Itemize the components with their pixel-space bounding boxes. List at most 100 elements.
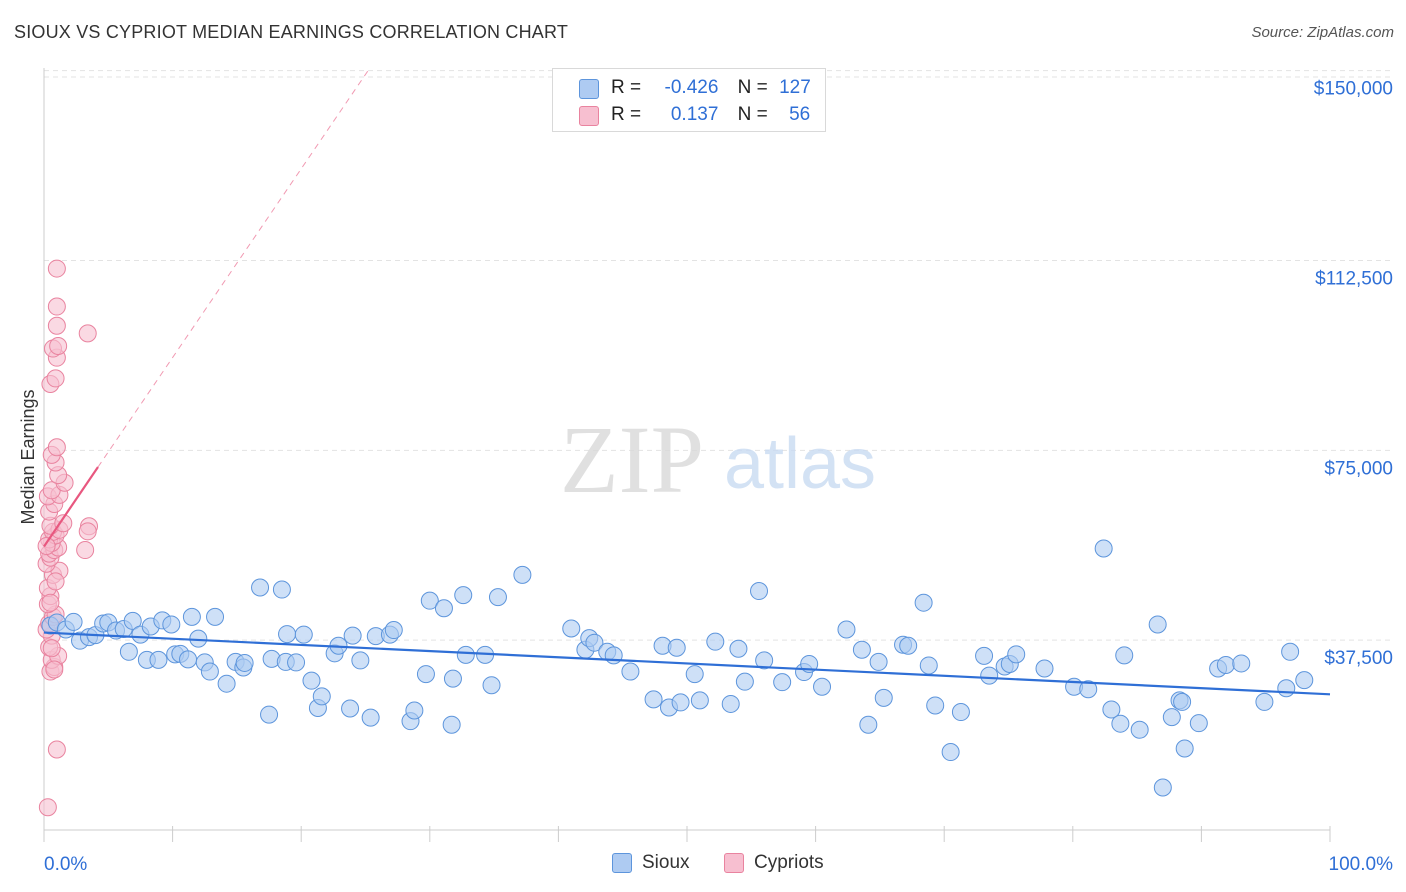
- cypriot-trendline-extension: [97, 70, 369, 468]
- sioux-point: [685, 665, 704, 684]
- sioux-point: [454, 586, 473, 605]
- sioux-point: [1079, 680, 1098, 699]
- cypriot-point: [78, 522, 97, 541]
- sioux-point: [1295, 671, 1314, 690]
- stats-legend: R = -0.426 N = 127 R = 0.137 N = 56: [552, 68, 826, 132]
- sioux-point: [690, 691, 709, 710]
- sioux-trendline: [43, 631, 1331, 696]
- sioux-point: [975, 646, 994, 665]
- cypriot-point: [41, 593, 60, 612]
- sioux-point: [294, 625, 313, 644]
- sioux-point: [513, 565, 532, 584]
- sioux-point: [162, 615, 181, 634]
- y-tick-label: $37,500: [1324, 648, 1393, 669]
- sioux-point: [64, 612, 83, 631]
- sioux-point: [179, 650, 198, 669]
- sioux-point: [1281, 642, 1300, 661]
- sioux-point: [456, 645, 475, 664]
- legend-r-label: R =: [611, 104, 642, 125]
- sioux-point: [706, 632, 725, 651]
- cypriots-swatch: [579, 106, 599, 126]
- sioux-point: [384, 621, 403, 640]
- sioux-point: [420, 591, 439, 610]
- source-label: Source: ZipAtlas.com: [1251, 24, 1394, 41]
- sioux-point: [272, 580, 291, 599]
- sioux-point: [482, 676, 501, 695]
- sioux-point: [1007, 645, 1026, 664]
- sioux-point: [405, 701, 424, 720]
- sioux-point: [667, 638, 686, 657]
- sioux-point: [260, 705, 279, 724]
- sioux-point: [585, 633, 604, 652]
- sioux-point: [278, 625, 297, 644]
- legend-n-value: 56: [789, 104, 811, 125]
- watermark: ZIP atlas: [560, 406, 876, 513]
- legend-label-sioux: Sioux: [642, 852, 690, 873]
- sioux-point: [914, 593, 933, 612]
- sioux-point: [562, 619, 581, 638]
- cypriot-point: [47, 316, 66, 335]
- sioux-point: [442, 715, 461, 734]
- legend-n-label: N =: [737, 104, 768, 125]
- sioux-point: [621, 662, 640, 681]
- sioux-point: [1035, 659, 1054, 678]
- sioux-point: [1175, 739, 1194, 758]
- sioux-point: [200, 662, 219, 681]
- sioux-point: [644, 690, 663, 709]
- sioux-point: [149, 650, 168, 669]
- sioux-point: [235, 653, 254, 672]
- sioux-point: [1102, 700, 1121, 719]
- sioux-point: [1216, 655, 1235, 674]
- legend-n-label: N =: [737, 77, 768, 98]
- cypriot-point: [46, 572, 65, 591]
- sioux-point: [874, 688, 893, 707]
- sioux-point: [416, 665, 435, 684]
- cypriot-point: [38, 798, 57, 817]
- sioux-point: [1148, 615, 1167, 634]
- cypriot-point: [45, 660, 64, 679]
- sioux-point: [1115, 646, 1134, 665]
- cypriot-point: [47, 259, 66, 278]
- sioux-point: [1277, 679, 1296, 698]
- grid-layer: [44, 70, 1394, 641]
- cypriot-point: [46, 369, 65, 388]
- sioux-point: [302, 671, 321, 690]
- sioux-point: [980, 666, 999, 685]
- cypriot-point: [42, 639, 61, 658]
- legend-r-value: 0.137: [670, 104, 719, 125]
- axes-layer: [43, 68, 1331, 842]
- sioux-point: [1153, 778, 1172, 797]
- cypriot-point: [37, 536, 56, 555]
- sioux-point: [721, 694, 740, 713]
- y-tick-label: $75,000: [1324, 458, 1393, 479]
- y-tick-label: $112,500: [1315, 268, 1393, 289]
- watermark-atlas: atlas: [724, 424, 876, 504]
- sioux-point: [287, 653, 306, 672]
- sioux-point: [813, 677, 832, 696]
- x-tick-label-min: 0.0%: [44, 854, 87, 875]
- sioux-point: [671, 693, 690, 712]
- labels-layer: $37,500 $75,000 $112,500 $150,000 0.0% 100.0%…: [18, 79, 1393, 875]
- sioux-point: [251, 578, 270, 597]
- cypriots-swatch: [724, 853, 744, 873]
- legend-n-value: 127: [779, 77, 811, 98]
- y-tick-label: $150,000: [1314, 79, 1393, 100]
- y-axis-label: Median Earnings: [18, 389, 38, 524]
- sioux-point: [729, 639, 748, 658]
- sioux-point: [1255, 692, 1274, 711]
- sioux-point: [899, 636, 918, 655]
- sioux-point: [1173, 692, 1192, 711]
- cypriot-point: [47, 438, 66, 457]
- points-layer: [37, 259, 1314, 817]
- sioux-point: [919, 656, 938, 675]
- sioux-point: [123, 611, 142, 630]
- cypriot-point: [49, 337, 68, 356]
- trend-layer: [43, 70, 1331, 696]
- chart-title: SIOUX VS CYPRIOT MEDIAN EARNINGS CORRELA…: [14, 22, 569, 42]
- sioux-point: [859, 715, 878, 734]
- x-tick-label-max: 100.0%: [1329, 854, 1394, 875]
- sioux-point: [1189, 714, 1208, 733]
- sioux-point: [1130, 720, 1149, 739]
- cypriot-point: [47, 297, 66, 316]
- sioux-point: [837, 620, 856, 639]
